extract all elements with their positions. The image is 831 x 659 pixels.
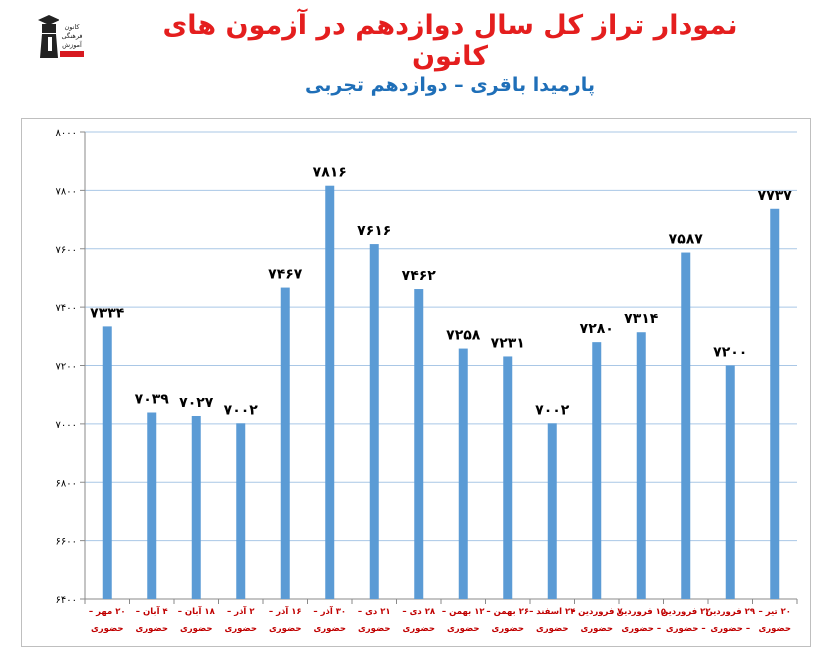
x-tick-label: ۳۰ آذر – (313, 605, 346, 617)
x-tick-label: ۱۲ بهمن – (442, 607, 486, 617)
bar (325, 185, 335, 599)
logo-text-3: آموزش (62, 40, 83, 49)
chart-frame (21, 118, 811, 647)
data-label: ۷۰۳۹ (135, 391, 170, 407)
bar (681, 252, 691, 599)
bar (147, 412, 157, 599)
bar (369, 244, 379, 599)
x-tick-label: حضوری (224, 624, 257, 634)
x-tick-label: حضوری (580, 624, 613, 634)
x-tick-label: ۲ آذر – (227, 605, 255, 617)
bar (725, 365, 735, 599)
data-label: ۷۲۸۰ (580, 321, 614, 337)
data-label: ۷۸۱۶ (313, 165, 347, 181)
y-tick-label: ۷۶۰۰ (56, 245, 77, 256)
x-tick-label: ۲۰ مهر – (89, 607, 126, 617)
y-tick-label: ۸۰۰۰ (56, 128, 77, 139)
logo: کانون فرهنگی آموزش (34, 14, 86, 60)
x-tick-label: حضوری (491, 624, 524, 634)
x-tick-label: حضوری (313, 624, 346, 634)
x-tick-label: ۲۶ بهمن – (486, 607, 529, 617)
bar (770, 208, 780, 599)
y-tick-label: ۶۴۰۰ (56, 595, 77, 606)
bar (592, 342, 602, 599)
x-tick-label: ۱۸ آبان – (178, 605, 216, 617)
data-label: ۷۴۶۲ (402, 268, 437, 284)
logo-text-1: کانون (64, 23, 80, 31)
x-tick-label: حضوری (447, 624, 480, 634)
bar (547, 423, 557, 599)
x-tick-label: ۱۵ فروردین (616, 607, 666, 617)
x-tick-label: حضوری (91, 624, 124, 634)
bar (280, 287, 290, 599)
y-tick-label: ۷۴۰۰ (56, 303, 77, 314)
data-label: ۷۰۰۲ (224, 402, 259, 418)
y-tick-label: ۷۸۰۰ (56, 186, 77, 197)
x-tick-label: ۲۹ فروردین (705, 607, 755, 617)
x-tick-label: – حضوری (666, 624, 706, 634)
graduate-logo-icon: کانون فرهنگی آموزش (38, 15, 85, 58)
data-label: ۷۷۳۷ (758, 188, 793, 204)
data-label: ۷۴۶۷ (268, 267, 303, 283)
bar (191, 415, 201, 599)
logo-text-2: فرهنگی (61, 32, 82, 40)
x-tick-label: ۱۶ آذر – (269, 605, 302, 617)
data-label: ۷۲۰۰ (713, 345, 747, 361)
x-tick-label: ۲۰ تیر – (758, 607, 791, 617)
x-tick-label: – حضوری (621, 624, 661, 634)
data-label: ۷۲۳۱ (491, 335, 525, 351)
x-tick-label: حضوری (135, 624, 168, 634)
x-tick-label: حضوری (758, 624, 791, 634)
y-tick-label: ۷۰۰۰ (56, 420, 77, 431)
x-tick-label: ۴ آبان – (136, 605, 168, 617)
x-tick-label: حضوری (402, 624, 435, 634)
bar (503, 356, 513, 599)
bar (236, 423, 246, 599)
x-tick-label: حضوری (269, 624, 302, 634)
x-tick-label: حضوری (358, 624, 391, 634)
page-subtitle: پارمیدا باقری – دوازدهم تجربی (305, 74, 595, 96)
y-tick-label: ۷۲۰۰ (56, 362, 77, 373)
data-label: ۷۶۱۶ (357, 223, 391, 239)
data-label: ۷۳۳۴ (90, 305, 125, 321)
x-tick-label: حضوری (536, 624, 569, 634)
bar (458, 348, 468, 599)
x-tick-label: – حضوری (710, 624, 750, 634)
data-label: ۷۰۲۷ (179, 395, 214, 411)
x-tick-label: ۲۴ اسفند – (529, 607, 575, 617)
data-label: ۷۵۸۷ (669, 232, 704, 248)
x-tick-label: ۲۸ دی – (402, 607, 436, 617)
bar (636, 332, 646, 599)
data-label: ۷۲۵۸ (446, 328, 481, 344)
page-title: نمودار تراز کل سال دوازدهم در آزمون های … (162, 10, 738, 72)
y-tick-label: ۶۸۰۰ (56, 478, 77, 489)
x-tick-label: ۲۲ فروردین (661, 607, 711, 617)
x-tick-label: ۲۱ دی – (358, 607, 391, 617)
x-tick-label: ۷ فروردین – (571, 607, 623, 617)
bar (102, 326, 112, 599)
bar (414, 289, 424, 599)
x-tick-label: حضوری (180, 624, 213, 634)
data-label: ۷۳۱۴ (624, 311, 659, 327)
y-tick-label: ۶۶۰۰ (56, 537, 77, 548)
data-label: ۷۰۰۲ (535, 402, 570, 418)
